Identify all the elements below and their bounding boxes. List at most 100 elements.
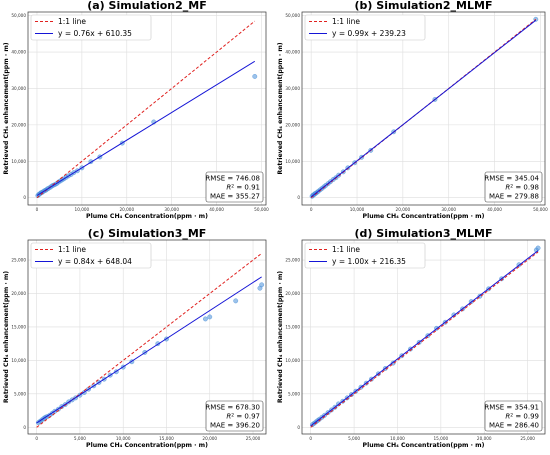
x-tick-label: 30,000	[441, 207, 456, 212]
stats-frame	[205, 171, 264, 203]
x-tick-label: 15,000	[434, 436, 449, 441]
x-tick-label: 15,000	[159, 436, 174, 441]
data-point	[203, 316, 208, 322]
plot-content	[310, 245, 541, 428]
legend-label-fit: y = 0.84x + 648.04	[58, 257, 132, 266]
one-to-one-line	[36, 20, 256, 199]
plot-frame	[301, 11, 546, 206]
fit-line	[36, 276, 262, 424]
legend-box	[30, 242, 152, 269]
legend-label-fit: y = 1.00x + 216.35	[332, 257, 406, 266]
panel-title: (a) Simulation2_MF	[87, 0, 207, 12]
legend-label-one-to-one: 1:1 line	[58, 245, 86, 254]
fit-line	[36, 60, 256, 196]
y-tick-label: 40,000	[285, 50, 300, 55]
stats-r2: R2 = 0.99	[505, 412, 539, 421]
plot-content	[309, 16, 539, 199]
legend-label-fit: y = 0.76x + 610.35	[58, 29, 132, 38]
legend: 1:1 line y = 0.99x + 239.23	[304, 14, 426, 41]
stats-frame	[484, 171, 543, 203]
x-tick-label: 5,000	[348, 436, 360, 441]
y-tick-label: 10,000	[285, 358, 300, 363]
y-tick-label: 30,000	[11, 86, 26, 91]
x-tick-label: 40,000	[209, 207, 224, 212]
x-tick-label: 10,000	[116, 436, 131, 441]
x-tick-label: 10,000	[390, 436, 405, 441]
stats-frame	[205, 400, 264, 432]
x-tick-label: 10,000	[350, 207, 365, 212]
plot-frame	[301, 239, 546, 435]
data-point	[252, 74, 258, 79]
y-tick-label: 20,000	[285, 291, 300, 296]
panel-4: 0 5,000 10,000 15,000 20,000 25,000 0 5,000 10,0…	[277, 227, 546, 449]
y-tick-label: 10,000	[11, 159, 26, 164]
y-tick-label: 40,000	[11, 50, 26, 55]
y-tick-label: 15,000	[285, 324, 300, 329]
legend-label-one-to-one: 1:1 line	[332, 245, 360, 254]
plot-content	[35, 252, 265, 428]
stats-frame	[484, 400, 543, 432]
fit-line	[310, 19, 537, 198]
x-tick-label: 0	[310, 207, 313, 212]
x-tick-label: 20,000	[477, 436, 492, 441]
stats-rmse: RMSE = 345.04	[484, 175, 539, 183]
x-tick-label: 25,000	[246, 436, 261, 441]
panel-title: (d) Simulation3_MLMF	[355, 227, 493, 240]
y-tick-label: 20,000	[11, 122, 26, 127]
x-axis-label: Plume CH₄ Concentration(ppm · m)	[86, 213, 208, 220]
x-tick-label: 5,000	[74, 436, 86, 441]
stats-mae: MAE = 355.27	[210, 193, 260, 201]
y-axis-label: Retrieved CH₄ enhancement(ppm · m)	[277, 42, 284, 174]
panel-title: (b) Simulation2_MLMF	[355, 0, 493, 12]
x-tick-label: 0	[36, 207, 39, 212]
legend: 1:1 line y = 0.84x + 648.04	[30, 242, 152, 269]
stats-rmse: RMSE = 354.91	[484, 404, 539, 412]
stats-r2: R2 = 0.98	[505, 183, 539, 192]
x-axis-label: Plume CH₄ Concentration(ppm · m)	[86, 442, 208, 449]
plot-content	[35, 20, 258, 199]
y-axis-label: Retrieved CH₄ enhancement(ppm · m)	[3, 42, 10, 174]
x-axis-label: Plume CH₄ Concentration(ppm · m)	[363, 442, 485, 449]
legend-box	[304, 242, 426, 269]
y-tick-label: 10,000	[11, 358, 26, 363]
panel-3: 0 5,000 10,000 15,000 20,000 25,000 0 5,000 10,0…	[3, 227, 267, 449]
legend-label-one-to-one: 1:1 line	[58, 17, 86, 26]
fit-line	[310, 250, 539, 427]
y-axis-label: Retrieved CH₄ enhancement(ppm · m)	[3, 271, 10, 403]
stats-r2: R2 = 0.97	[226, 412, 260, 421]
y-tick-label: 50,000	[11, 13, 26, 18]
y-tick-label: 10,000	[285, 159, 300, 164]
legend: 1:1 line y = 1.00x + 216.35	[304, 242, 426, 269]
legend-box	[304, 14, 426, 41]
data-point	[233, 298, 239, 304]
stats-rmse: RMSE = 678.30	[205, 404, 260, 412]
y-tick-label: 15,000	[11, 324, 26, 329]
legend: 1:1 line y = 0.76x + 610.35	[30, 14, 152, 41]
x-tick-label: 30,000	[164, 207, 179, 212]
stats-mae: MAE = 279.88	[489, 193, 539, 201]
y-tick-label: 0	[23, 195, 26, 200]
one-to-one-line	[310, 251, 539, 428]
panel-1: 0 10,000 20,000 30,000 40,000 50,000 0 10,000 20…	[3, 0, 269, 220]
y-tick-label: 50,000	[285, 13, 300, 18]
x-tick-label: 20,000	[119, 207, 134, 212]
x-tick-label: 10,000	[75, 207, 90, 212]
y-tick-label: 20,000	[285, 122, 300, 127]
data-point	[535, 245, 541, 251]
x-tick-label: 0	[309, 436, 312, 441]
y-axis-label: Retrieved CH₄ enhancement(ppm · m)	[277, 271, 284, 403]
plot-frame	[27, 239, 267, 435]
x-tick-label: 50,000	[533, 207, 548, 212]
y-tick-label: 0	[23, 425, 26, 430]
stats-mae: MAE = 396.20	[210, 422, 260, 430]
data-point	[259, 282, 265, 288]
y-tick-label: 5,000	[14, 391, 26, 396]
x-tick-label: 50,000	[254, 207, 269, 212]
x-tick-label: 20,000	[396, 207, 411, 212]
stats-r2: R2 = 0.91	[226, 183, 260, 192]
y-tick-label: 5,000	[288, 391, 300, 396]
y-tick-label: 25,000	[11, 258, 26, 263]
